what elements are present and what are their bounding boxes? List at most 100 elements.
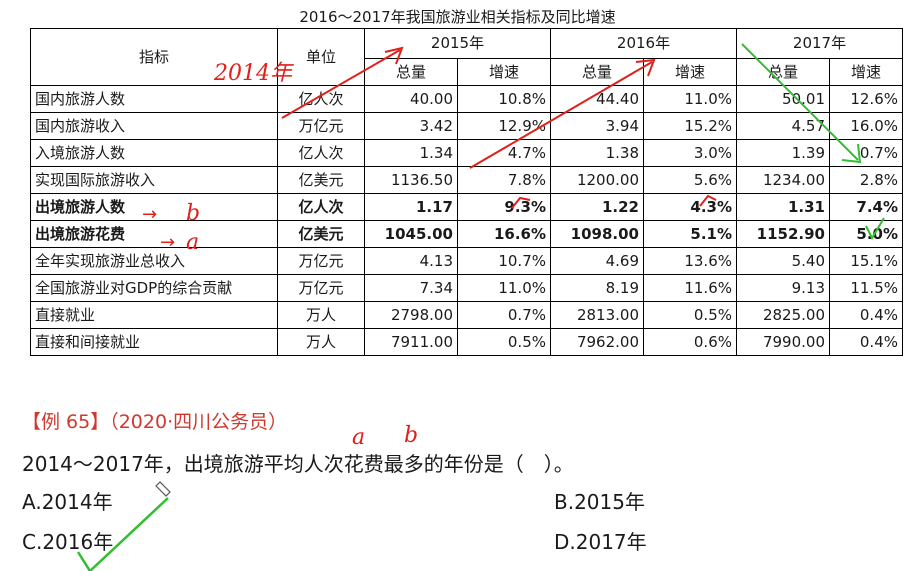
total-cell: 1234.00 [736, 166, 830, 194]
header-year-2017: 2017年 [736, 28, 903, 59]
total-cell: 7990.00 [736, 328, 830, 356]
table-row: 全国旅游业对GDP的综合贡献 万亿元 7.34 11.0% 8.19 11.6% 9.13 1… [30, 274, 903, 302]
growth-cell: 0.6% [643, 328, 737, 356]
annotation-letter-b-question: b [404, 423, 418, 448]
unit-cell: 亿美元 [277, 166, 365, 194]
growth-cell: 0.7% [457, 301, 551, 329]
growth-cell: 0.5% [643, 301, 737, 329]
total-cell: 1.31 [736, 193, 830, 221]
unit-cell: 万亿元 [277, 274, 365, 302]
question-text: 2014～2017年，出境旅游平均人次花费最多的年份是（ ）。 [22, 452, 574, 476]
header-total: 总量 [364, 58, 458, 86]
table-row: 全年实现旅游业总收入 万亿元 4.13 10.7% 4.69 13.6% 5.40 15.1% [30, 247, 903, 275]
total-cell: 4.13 [364, 247, 458, 275]
total-cell: 4.57 [736, 112, 830, 140]
table-row: 出境旅游花费 亿美元 1045.00 16.6% 1098.00 5.1% 1152.90 5… [30, 220, 903, 248]
growth-cell: 5.1% [643, 220, 737, 248]
total-cell: 1.39 [736, 139, 830, 167]
pencil-cursor-icon [155, 481, 171, 497]
total-cell: 8.19 [550, 274, 644, 302]
growth-cell: 10.8% [457, 85, 551, 113]
growth-cell: 13.6% [643, 247, 737, 275]
header-year-2016: 2016年 [550, 28, 737, 59]
growth-cell: 11.0% [643, 85, 737, 113]
unit-cell: 亿人次 [277, 139, 365, 167]
growth-cell: 0.7% [829, 139, 903, 167]
growth-cell: 7.4% [829, 193, 903, 221]
table-row: 国内旅游收入 万亿元 3.42 12.9% 3.94 15.2% 4.57 16.0% [30, 112, 903, 140]
header-unit: 单位 [277, 28, 365, 86]
growth-cell: 11.0% [457, 274, 551, 302]
table-row: 出境旅游人数 亿人次 1.17 9.3% 1.22 4.3% 1.31 7.4% [30, 193, 903, 221]
growth-cell: 7.8% [457, 166, 551, 194]
table-caption: 2016～2017年我国旅游业相关指标及同比增速 [299, 8, 616, 26]
total-cell: 1200.00 [550, 166, 644, 194]
total-cell: 1.38 [550, 139, 644, 167]
total-cell: 7962.00 [550, 328, 644, 356]
growth-cell: 15.2% [643, 112, 737, 140]
total-cell: 3.42 [364, 112, 458, 140]
unit-cell: 亿人次 [277, 193, 365, 221]
total-cell: 1136.50 [364, 166, 458, 194]
total-cell: 44.40 [550, 85, 644, 113]
unit-cell: 万人 [277, 301, 365, 329]
indicator-cell: 出境旅游人数 [30, 193, 278, 221]
question-tag: 【例 65】（2020·四川公务员） [22, 411, 288, 433]
table-row: 直接和间接就业 万人 7911.00 0.5% 7962.00 0.6% 7990.00 0.… [30, 328, 903, 356]
option-d[interactable]: D.2017年 [554, 530, 647, 554]
unit-cell: 万亿元 [277, 247, 365, 275]
total-cell: 1045.00 [364, 220, 458, 248]
growth-cell: 3.0% [643, 139, 737, 167]
table-row: 直接就业 万人 2798.00 0.7% 2813.00 0.5% 2825.00 0.4% [30, 301, 903, 329]
indicator-cell: 全国旅游业对GDP的综合贡献 [30, 274, 278, 302]
indicator-cell: 实现国际旅游收入 [30, 166, 278, 194]
unit-cell: 万人 [277, 328, 365, 356]
total-cell: 1152.90 [736, 220, 830, 248]
table-row: 实现国际旅游收入 亿美元 1136.50 7.8% 1200.00 5.6% 1234.00… [30, 166, 903, 194]
annotation-letter-a-question: a [352, 425, 365, 450]
growth-cell: 4.3% [643, 193, 737, 221]
growth-cell: 15.1% [829, 247, 903, 275]
unit-cell: 亿人次 [277, 85, 365, 113]
total-cell: 7.34 [364, 274, 458, 302]
table-row: 国内旅游人数 亿人次 40.00 10.8% 44.40 11.0% 50.01 12.6% [30, 85, 903, 113]
indicator-cell: 国内旅游人数 [30, 85, 278, 113]
total-cell: 4.69 [550, 247, 644, 275]
growth-cell: 9.3% [457, 193, 551, 221]
header-growth: 增速 [643, 58, 737, 86]
growth-cell: 5.6% [643, 166, 737, 194]
indicator-cell: 直接和间接就业 [30, 328, 278, 356]
total-cell: 1098.00 [550, 220, 644, 248]
growth-cell: 5.0% [829, 220, 903, 248]
growth-cell: 0.4% [829, 328, 903, 356]
header-growth: 增速 [829, 58, 903, 86]
tourism-stats-table: 指标 单位 2015年 2016年 2017年 总量 增速 总量 增速 总量 增… [30, 28, 903, 356]
growth-cell: 16.6% [457, 220, 551, 248]
total-cell: 2798.00 [364, 301, 458, 329]
total-cell: 50.01 [736, 85, 830, 113]
growth-cell: 11.5% [829, 274, 903, 302]
indicator-cell: 出境旅游花费 [30, 220, 278, 248]
header-row-years: 指标 单位 2015年 2016年 2017年 [30, 28, 903, 86]
option-a[interactable]: A.2014年 [22, 490, 113, 514]
total-cell: 5.40 [736, 247, 830, 275]
unit-cell: 万亿元 [277, 112, 365, 140]
table-row: 入境旅游人数 亿人次 1.34 4.7% 1.38 3.0% 1.39 0.7% [30, 139, 903, 167]
growth-cell: 0.4% [829, 301, 903, 329]
growth-cell: 16.0% [829, 112, 903, 140]
header-indicator: 指标 [30, 28, 278, 86]
growth-cell: 10.7% [457, 247, 551, 275]
header-year-2015: 2015年 [364, 28, 551, 59]
growth-cell: 11.6% [643, 274, 737, 302]
option-c[interactable]: C.2016年 [22, 530, 114, 554]
header-total: 总量 [736, 58, 830, 86]
total-cell: 7911.00 [364, 328, 458, 356]
indicator-cell: 国内旅游收入 [30, 112, 278, 140]
option-b[interactable]: B.2015年 [554, 490, 645, 514]
total-cell: 2813.00 [550, 301, 644, 329]
growth-cell: 12.9% [457, 112, 551, 140]
total-cell: 2825.00 [736, 301, 830, 329]
indicator-cell: 直接就业 [30, 301, 278, 329]
header-total: 总量 [550, 58, 644, 86]
indicator-cell: 全年实现旅游业总收入 [30, 247, 278, 275]
